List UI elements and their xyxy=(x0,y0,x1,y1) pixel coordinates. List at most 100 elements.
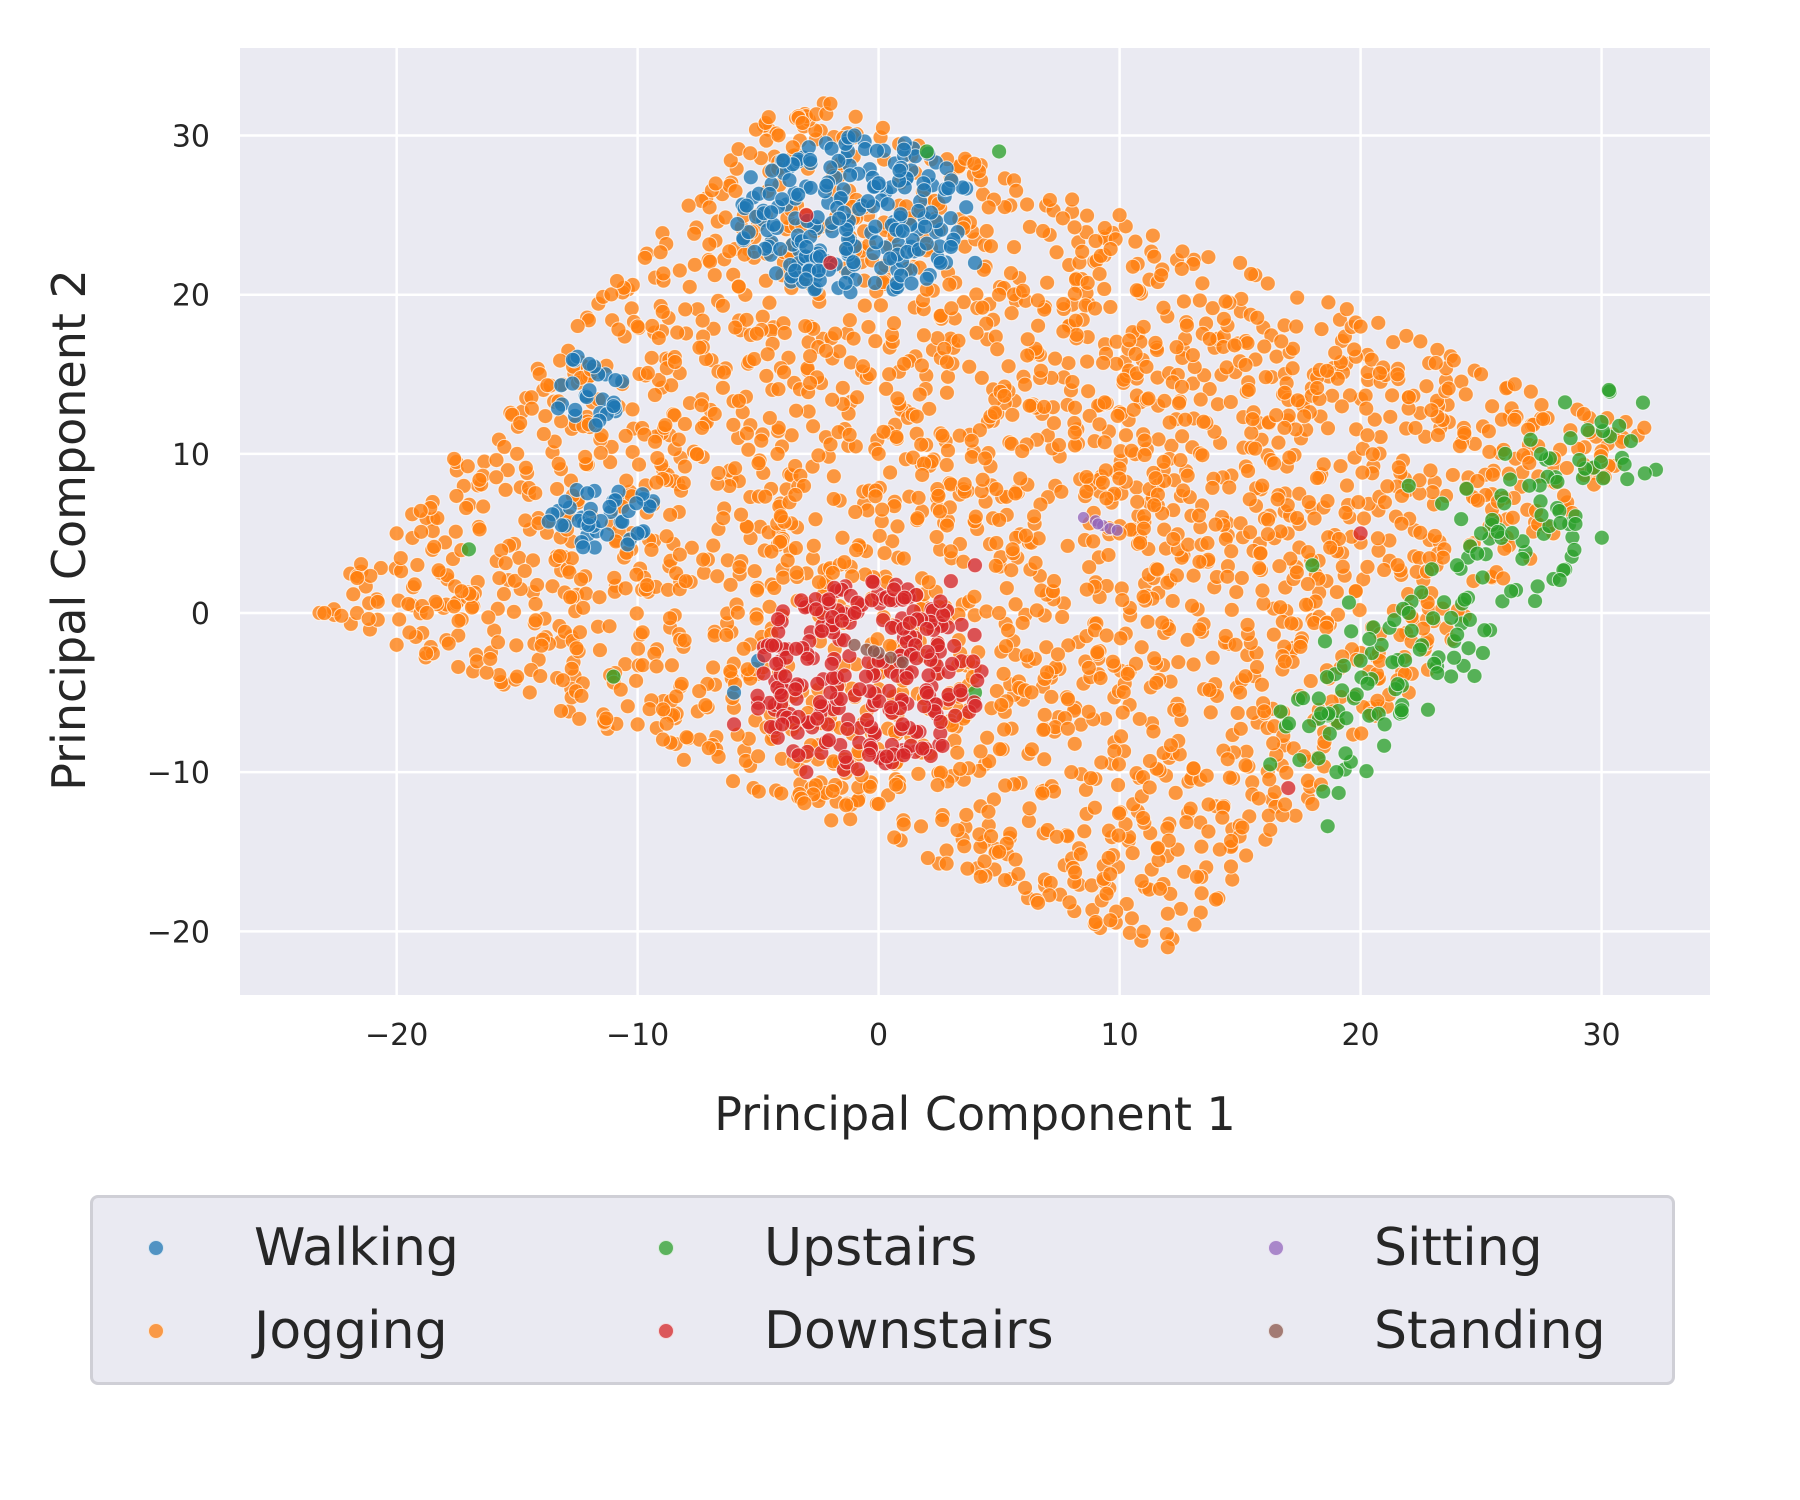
jogging-point xyxy=(531,366,548,383)
upstairs-point xyxy=(1522,431,1539,448)
jogging-point xyxy=(722,152,739,169)
jogging-point xyxy=(1247,440,1264,457)
jogging-point xyxy=(727,319,744,336)
jogging-point xyxy=(1284,340,1301,357)
sitting-point xyxy=(1091,517,1105,531)
jogging-point xyxy=(1195,413,1212,430)
jogging-point xyxy=(1125,401,1142,418)
downstairs-point xyxy=(850,761,867,778)
jogging-point xyxy=(980,803,997,820)
downstairs-point xyxy=(878,748,895,765)
jogging-point xyxy=(1185,760,1202,777)
jogging-point xyxy=(591,642,608,659)
jogging-point xyxy=(1253,676,1270,693)
jogging-point xyxy=(1239,335,1256,352)
jogging-point xyxy=(554,672,571,689)
jogging-point xyxy=(535,426,552,443)
walking-point xyxy=(587,417,604,434)
jogging-point xyxy=(450,658,467,675)
jogging-point xyxy=(1535,411,1552,428)
jogging-point xyxy=(1346,341,1363,358)
jogging-point xyxy=(517,512,534,529)
upstairs-point xyxy=(1340,594,1357,611)
jogging-point xyxy=(1194,447,1211,464)
jogging-point xyxy=(1186,916,1203,933)
upstairs-point xyxy=(1497,445,1514,462)
jogging-point xyxy=(1183,597,1200,614)
legend-item-jogging: Jogging xyxy=(148,1296,448,1366)
walking-point xyxy=(763,204,780,221)
upstairs-point xyxy=(1636,465,1653,482)
downstairs-point xyxy=(916,698,933,715)
jogging-point xyxy=(845,330,862,347)
jogging-point xyxy=(1008,182,1025,199)
jogging-point xyxy=(409,556,426,573)
jogging-point xyxy=(1260,511,1277,528)
jogging-point xyxy=(1078,468,1095,485)
jogging-point xyxy=(1067,399,1084,416)
jogging-point xyxy=(1426,527,1443,544)
jogging-point xyxy=(1322,539,1339,556)
jogging-point xyxy=(750,455,767,472)
jogging-point xyxy=(972,743,989,760)
jogging-point xyxy=(761,409,778,426)
standing-point xyxy=(866,644,881,659)
jogging-point xyxy=(936,340,953,357)
jogging-point xyxy=(655,265,672,282)
upstairs-point xyxy=(1400,477,1417,494)
jogging-point xyxy=(598,710,615,727)
upstairs-point xyxy=(1262,756,1279,773)
upstairs-point xyxy=(1434,495,1451,512)
jogging-point xyxy=(1352,318,1369,335)
jogging-point xyxy=(693,419,710,436)
downstairs-point xyxy=(790,747,807,764)
jogging-point xyxy=(1136,447,1153,464)
jogging-point xyxy=(678,729,695,746)
jogging-point xyxy=(753,432,770,449)
legend-item-walking: Walking xyxy=(148,1213,459,1283)
jogging-point xyxy=(680,197,697,214)
jogging-point xyxy=(1192,391,1209,408)
jogging-point xyxy=(886,315,903,332)
walking-point xyxy=(810,262,827,279)
jogging-point xyxy=(824,564,841,581)
jogging-point xyxy=(619,698,636,715)
jogging-point xyxy=(1226,337,1243,354)
jogging-point xyxy=(974,471,991,488)
jogging-point xyxy=(1170,654,1187,671)
jogging-point xyxy=(700,740,717,757)
downstairs-point xyxy=(822,254,839,271)
jogging-point xyxy=(1006,239,1023,256)
x-axis-label: Principal Component 1 xyxy=(714,1087,1236,1141)
jogging-point xyxy=(1110,776,1127,793)
jogging-point xyxy=(730,392,747,409)
jogging-point xyxy=(688,446,705,463)
jogging-point xyxy=(1003,562,1020,579)
jogging-point xyxy=(1124,845,1141,862)
jogging-point xyxy=(991,286,1008,303)
jogging-point xyxy=(1055,323,1072,340)
jogging-point xyxy=(612,681,629,698)
upstairs-point xyxy=(1566,541,1583,558)
upstairs-point xyxy=(1328,764,1345,781)
downstairs-point xyxy=(886,581,903,598)
jogging-point xyxy=(505,603,522,620)
jogging-point xyxy=(1047,350,1064,367)
jogging-point xyxy=(810,574,827,591)
jogging-point xyxy=(1098,490,1115,507)
jogging-point xyxy=(1129,493,1146,510)
jogging-point xyxy=(1201,682,1218,699)
jogging-point xyxy=(1440,380,1457,397)
jogging-point xyxy=(740,441,757,458)
jogging-point xyxy=(471,521,488,538)
x-tick-label: 20 xyxy=(1341,1018,1379,1053)
jogging-point xyxy=(872,297,889,314)
jogging-point xyxy=(569,318,586,335)
jogging-point xyxy=(1328,584,1345,601)
jogging-point xyxy=(770,381,787,398)
upstairs-point xyxy=(1359,675,1376,692)
jogging-point xyxy=(516,562,533,579)
upstairs-point xyxy=(1448,557,1465,574)
downstairs-point xyxy=(952,682,969,699)
jogging-point xyxy=(1191,507,1208,524)
